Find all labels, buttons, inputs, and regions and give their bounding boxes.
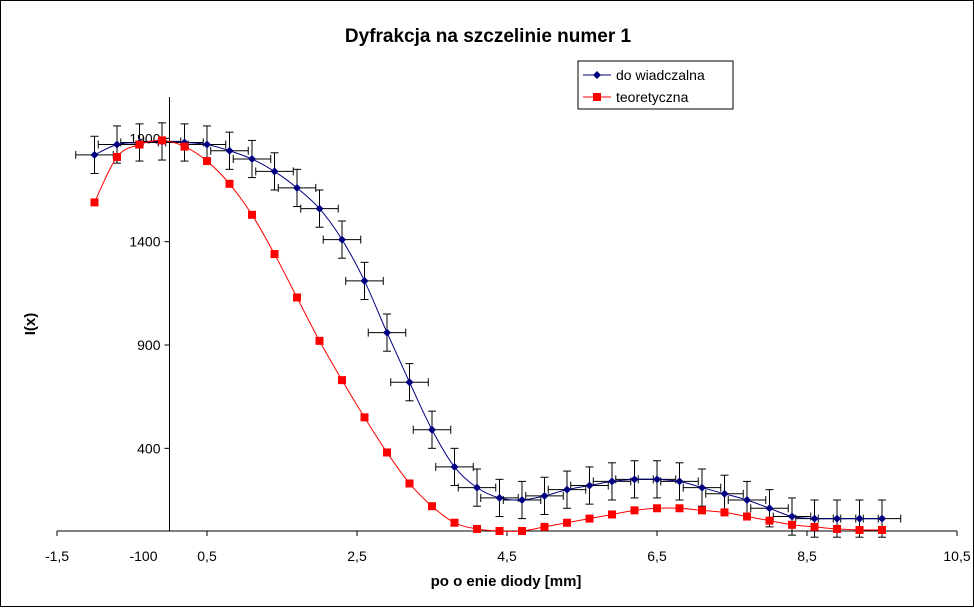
data-point-series-1 xyxy=(405,378,414,387)
data-point-series-2 xyxy=(743,512,751,521)
data-point-series-2 xyxy=(585,514,594,523)
data-point-series-1 xyxy=(90,150,99,159)
y-tick-label-min: -100 xyxy=(129,548,157,564)
data-point-series-1 xyxy=(855,514,864,523)
x-axis-label: po o enie diody [mm] xyxy=(431,573,582,590)
data-point-series-1 xyxy=(450,462,459,471)
data-point-series-2 xyxy=(450,518,459,527)
x-tick-label: 6,5 xyxy=(647,548,667,564)
x-tick-label: 2,5 xyxy=(347,548,367,564)
data-point-series-1 xyxy=(293,183,301,192)
data-point-series-2 xyxy=(473,524,481,533)
data-point-series-2 xyxy=(270,250,279,259)
data-point-series-1 xyxy=(585,481,594,490)
data-point-series-2 xyxy=(788,520,796,529)
y-tick-label: 1900 xyxy=(129,130,160,146)
x-tick-label: 8,5 xyxy=(797,548,817,564)
data-point-series-1 xyxy=(383,328,391,337)
x-tick-label: 10,5 xyxy=(943,548,970,564)
data-point-series-1 xyxy=(653,475,661,484)
data-point-series-2 xyxy=(608,510,616,519)
data-point-series-2 xyxy=(540,522,549,531)
data-point-series-2 xyxy=(135,140,144,149)
data-point-series-2 xyxy=(878,525,886,534)
data-point-series-1 xyxy=(608,477,616,486)
data-point-series-1 xyxy=(113,140,121,149)
data-point-series-2 xyxy=(428,502,436,511)
data-point-series-1 xyxy=(878,514,886,523)
y-axis-label: I(x) xyxy=(22,313,39,336)
data-point-series-1 xyxy=(203,140,211,149)
y-tick-label: 1400 xyxy=(129,234,160,250)
data-point-series-1 xyxy=(675,477,684,486)
data-point-series-2 xyxy=(225,179,234,188)
error-bars xyxy=(75,122,902,538)
y-tick-label: 400 xyxy=(137,440,161,456)
data-point-series-2 xyxy=(180,142,189,151)
data-point-series-1 xyxy=(810,514,819,523)
data-point-series-2 xyxy=(360,413,369,422)
data-point-series-1 xyxy=(270,167,279,176)
data-point-series-2 xyxy=(158,136,166,145)
data-point-series-1 xyxy=(428,425,436,434)
data-point-series-2 xyxy=(698,506,706,515)
data-point-series-1 xyxy=(788,512,796,521)
data-point-series-2 xyxy=(653,504,661,513)
data-point-series-1 xyxy=(563,485,571,494)
data-point-series-2 xyxy=(675,504,684,513)
y-tick-label: 900 xyxy=(137,337,161,353)
series-line-1 xyxy=(94,140,882,520)
data-point-series-2 xyxy=(90,198,99,207)
series-line-2 xyxy=(94,139,883,532)
legend-marker-series-1 xyxy=(593,71,601,79)
data-point-series-1 xyxy=(743,496,751,504)
x-tick-label: 4,5 xyxy=(497,548,517,564)
data-point-series-1 xyxy=(540,491,549,500)
data-point-series-2 xyxy=(495,527,504,535)
legend-label-series-2: teoretyczna xyxy=(616,89,689,105)
data-point-series-1 xyxy=(248,155,256,163)
data-point-series-2 xyxy=(518,527,526,535)
data-point-series-1 xyxy=(338,235,346,244)
data-point-series-2 xyxy=(383,448,391,457)
data-point-series-1 xyxy=(495,493,504,502)
x-tick-label: -1,5 xyxy=(45,548,69,564)
data-point-series-1 xyxy=(765,504,774,513)
data-point-series-2 xyxy=(630,506,639,515)
series-lines xyxy=(94,139,883,532)
data-point-series-1 xyxy=(720,489,729,498)
data-point-series-1 xyxy=(315,204,324,213)
data-point-series-2 xyxy=(563,518,571,527)
legend-box xyxy=(577,60,734,110)
data-point-series-2 xyxy=(113,152,121,161)
data-point-series-2 xyxy=(338,376,346,385)
data-point-series-2 xyxy=(720,508,729,517)
data-point-series-2 xyxy=(765,516,774,525)
data-point-series-2 xyxy=(405,479,414,488)
x-tick-label: 0,5 xyxy=(197,548,217,564)
data-point-series-1 xyxy=(630,475,639,484)
series-markers xyxy=(90,136,886,535)
legend: do wiadczalna teoretyczna xyxy=(577,60,734,110)
data-point-series-1 xyxy=(473,483,481,492)
data-point-series-2 xyxy=(248,210,256,219)
data-point-series-2 xyxy=(293,293,301,302)
data-point-series-2 xyxy=(203,157,211,166)
data-point-series-2 xyxy=(810,522,819,531)
data-point-series-1 xyxy=(360,276,369,285)
legend-marker-series-2 xyxy=(593,93,601,101)
data-point-series-1 xyxy=(833,514,841,523)
axes: -1,5 0,5 2,5 4,5 6,5 8,5 10,5 400 900 1400 1900 -10… xyxy=(45,97,971,564)
data-point-series-2 xyxy=(833,524,841,533)
chart-title: Dyfrakcja na szczelinie numer 1 xyxy=(345,26,632,47)
data-point-series-1 xyxy=(518,496,526,504)
legend-label-series-1: do wiadczalna xyxy=(616,67,705,83)
data-point-series-2 xyxy=(315,336,324,345)
data-point-series-2 xyxy=(855,525,864,534)
data-point-series-1 xyxy=(698,483,706,492)
data-point-series-1 xyxy=(225,146,234,155)
